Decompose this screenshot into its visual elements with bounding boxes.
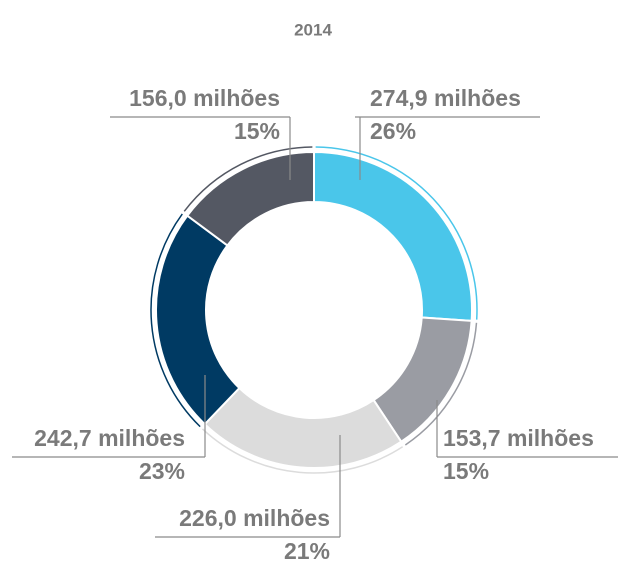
value-label: 153,7 milhões — [443, 425, 594, 451]
outer-ring — [201, 428, 404, 474]
share-label: 21% — [284, 538, 330, 561]
value-label: 156,0 milhões — [129, 85, 280, 111]
outer-ring — [404, 322, 478, 446]
donut-slice — [155, 214, 241, 426]
value-label: 226,0 milhões — [179, 505, 330, 531]
donut-slice — [313, 150, 473, 322]
share-label: 26% — [370, 118, 416, 144]
value-label: 242,7 milhões — [34, 425, 185, 451]
outer-ring — [183, 146, 313, 212]
donut-slice — [203, 386, 403, 469]
share-label: 15% — [234, 118, 280, 144]
share-label: 23% — [139, 458, 185, 484]
outer-ring — [150, 213, 201, 428]
share-label: 15% — [443, 458, 489, 484]
value-label: 274,9 milhões — [370, 85, 521, 111]
donut-slice — [185, 150, 315, 247]
outer-ring — [315, 146, 478, 320]
chart-title: 2014 — [294, 20, 332, 39]
